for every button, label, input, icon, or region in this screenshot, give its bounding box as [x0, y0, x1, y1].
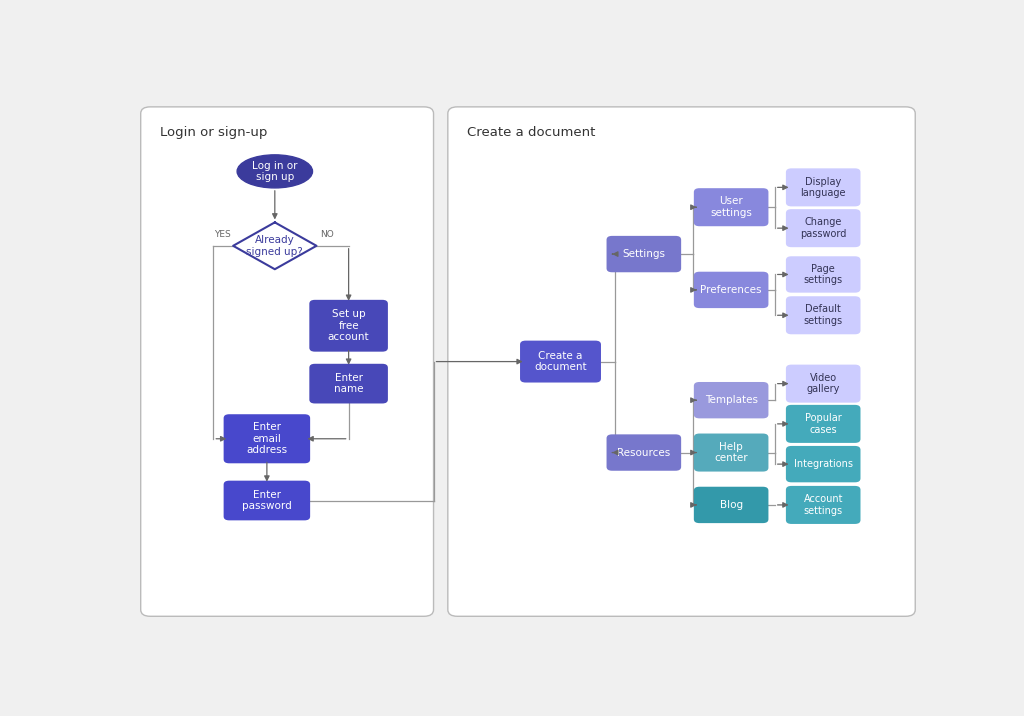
- Text: Resources: Resources: [617, 448, 671, 458]
- Text: Enter
name: Enter name: [334, 373, 364, 395]
- Text: Blog: Blog: [720, 500, 742, 510]
- FancyBboxPatch shape: [785, 256, 860, 293]
- FancyBboxPatch shape: [785, 168, 860, 206]
- Text: Set up
free
account: Set up free account: [328, 309, 370, 342]
- Text: Change
password: Change password: [800, 218, 847, 239]
- FancyBboxPatch shape: [694, 188, 768, 226]
- FancyBboxPatch shape: [785, 209, 860, 247]
- FancyBboxPatch shape: [694, 382, 768, 418]
- Text: Login or sign-up: Login or sign-up: [160, 125, 267, 139]
- Polygon shape: [233, 223, 316, 269]
- FancyBboxPatch shape: [785, 446, 860, 483]
- FancyBboxPatch shape: [140, 107, 433, 616]
- FancyBboxPatch shape: [309, 364, 388, 404]
- FancyBboxPatch shape: [785, 405, 860, 443]
- Text: Log in or
sign up: Log in or sign up: [252, 160, 298, 182]
- FancyBboxPatch shape: [694, 433, 768, 472]
- Text: Video
gallery: Video gallery: [807, 373, 840, 395]
- Text: Popular
cases: Popular cases: [805, 413, 842, 435]
- Text: Enter
email
address: Enter email address: [247, 422, 288, 455]
- Text: Preferences: Preferences: [700, 285, 762, 295]
- FancyBboxPatch shape: [606, 236, 681, 272]
- FancyBboxPatch shape: [694, 487, 768, 523]
- Text: User
settings: User settings: [711, 196, 752, 218]
- FancyBboxPatch shape: [785, 364, 860, 402]
- Text: Templates: Templates: [705, 395, 758, 405]
- Text: Integrations: Integrations: [794, 459, 853, 469]
- FancyBboxPatch shape: [309, 300, 388, 352]
- Text: Help
center: Help center: [715, 442, 748, 463]
- FancyBboxPatch shape: [520, 341, 601, 382]
- Text: Account
settings: Account settings: [804, 494, 843, 516]
- Text: Display
language: Display language: [801, 177, 846, 198]
- Text: Create a document: Create a document: [467, 125, 595, 139]
- Text: Default
settings: Default settings: [804, 304, 843, 326]
- Text: Page
settings: Page settings: [804, 263, 843, 285]
- Text: Create a
document: Create a document: [535, 351, 587, 372]
- FancyBboxPatch shape: [785, 296, 860, 334]
- FancyBboxPatch shape: [223, 480, 310, 521]
- FancyBboxPatch shape: [785, 486, 860, 524]
- FancyBboxPatch shape: [694, 271, 768, 308]
- Text: NO: NO: [321, 230, 334, 239]
- FancyBboxPatch shape: [606, 435, 681, 470]
- Ellipse shape: [238, 155, 312, 188]
- Text: Enter
password: Enter password: [242, 490, 292, 511]
- FancyBboxPatch shape: [447, 107, 915, 616]
- FancyBboxPatch shape: [223, 415, 310, 463]
- Text: Settings: Settings: [623, 249, 666, 259]
- Text: Already
signed up?: Already signed up?: [247, 235, 303, 256]
- Text: YES: YES: [214, 230, 230, 239]
